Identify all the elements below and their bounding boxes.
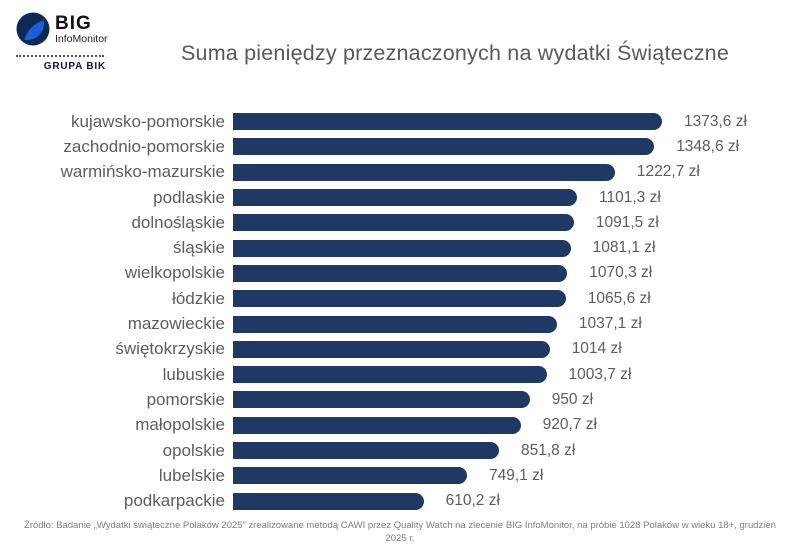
chart-title: Suma pieniędzy przeznaczonych na wydatki…: [181, 41, 729, 65]
value-label: 1081,1 zł: [592, 239, 656, 257]
bar: [233, 416, 521, 434]
bar-area: 851,8 zł: [233, 442, 800, 459]
value-label: 1070,3 zł: [589, 264, 653, 282]
chart-row: podkarpackie 610,2 zł: [0, 488, 800, 513]
bar-area: 1373,6 zł: [233, 112, 800, 131]
value-label: 1101,3 zł: [599, 188, 661, 206]
chart-row: kujawsko-pomorskie 1373,6 zł: [0, 109, 800, 134]
value-label: 1037,1 zł: [578, 315, 642, 333]
chart-row: mazowieckie 1037,1 zł: [0, 311, 800, 336]
category-label: mazowieckie: [127, 314, 225, 334]
category-label: warmińsko-mazurskie: [60, 162, 225, 182]
value-label: 1014 zł: [571, 340, 622, 358]
bar: [233, 239, 571, 257]
chart-row: wielkopolskie 1070,3 zł: [0, 261, 800, 286]
bar: [233, 340, 550, 358]
bar: [233, 290, 566, 308]
chart-row: świętokrzyskie 1014 zł: [0, 337, 800, 362]
chart-row: lubelskie 749,1 zł: [0, 463, 800, 488]
chart-row: warmińsko-mazurskie 1222,7 zł: [0, 160, 800, 185]
category-label: łódzkie: [172, 288, 225, 308]
bar-area: 1003,7 zł: [233, 365, 800, 384]
value-label: 749,1 zł: [489, 466, 544, 484]
bar-area: 1037,1 zł: [233, 315, 800, 333]
category-label: lubuskie: [162, 364, 225, 384]
logo-top: BIG InfoMonitor: [16, 12, 116, 46]
category-label: małopolskie: [135, 415, 225, 435]
value-label: 610,2 zł: [445, 492, 500, 510]
bar-area: 610,2 zł: [233, 492, 800, 510]
bar-area: 1091,5 zł: [233, 213, 800, 232]
chart-row: łódzkie 1065,6 zł: [0, 286, 800, 311]
bar-area: 950 zł: [233, 390, 800, 409]
value-label: 950 zł: [551, 390, 594, 408]
chart-row: śląskie 1081,1 zł: [0, 235, 800, 260]
bar-area: 1081,1 zł: [233, 239, 800, 257]
bar-area: 1065,6 zł: [233, 289, 800, 308]
category-label: podlaskie: [153, 187, 225, 207]
bar-area: 1070,3 zł: [233, 264, 800, 282]
chart-row: pomorskie 950 zł: [0, 387, 800, 412]
big-infomonitor-logo: BIG InfoMonitor GRUPA BIK: [16, 12, 116, 72]
bar: [233, 366, 547, 384]
bar: [233, 138, 655, 156]
logo-big-text: BIG: [55, 13, 92, 34]
logo-infomonitor-text: InfoMonitor: [55, 33, 108, 45]
category-label: śląskie: [173, 238, 225, 258]
category-label: dolnośląskie: [131, 212, 225, 232]
bar: [233, 113, 662, 131]
value-label: 920,7 zł: [542, 416, 597, 434]
bar-area: 749,1 zł: [233, 466, 800, 485]
category-label: wielkopolskie: [124, 263, 225, 283]
bar: [233, 442, 499, 459]
chart-row: małopolskie 920,7 zł: [0, 413, 800, 438]
logo-sphere-icon: [16, 12, 50, 46]
source-note: Źródło: Badanie „Wydatki świąteczne Pola…: [24, 520, 776, 544]
bar-area: 1348,6 zł: [233, 137, 800, 156]
value-label: 1065,6 zł: [587, 289, 651, 307]
bar: [233, 189, 577, 207]
bar: [233, 391, 530, 409]
header: BIG InfoMonitor GRUPA BIK Suma pieniędzy…: [0, 0, 800, 100]
value-label: 1091,5 zł: [595, 213, 659, 231]
logo-dotted-divider: [16, 55, 104, 57]
category-label: podkarpackie: [123, 491, 225, 511]
bar-area: 1014 zł: [233, 340, 800, 358]
value-label: 1373,6 zł: [684, 112, 747, 130]
bar: [233, 214, 574, 232]
value-label: 1222,7 zł: [636, 163, 700, 181]
footer: Źródło: Badanie „Wydatki świąteczne Pola…: [0, 519, 800, 545]
category-label: kujawsko-pomorskie: [71, 111, 225, 131]
bar: [233, 467, 467, 485]
category-label: zachodnio-pomorskie: [63, 136, 225, 156]
value-label: 851,8 zł: [521, 441, 576, 459]
category-label: świętokrzyskie: [115, 339, 225, 359]
bar-area: 920,7 zł: [233, 416, 800, 434]
logo-names: BIG InfoMonitor: [55, 12, 108, 45]
bar: [233, 315, 557, 333]
value-label: 1348,6 zł: [676, 137, 740, 155]
logo-grupa-bik-text: GRUPA BIK: [43, 61, 106, 72]
bar: [233, 264, 568, 282]
bar-area: 1101,3 zł: [233, 188, 800, 207]
bar: [233, 163, 615, 181]
category-label: pomorskie: [146, 389, 225, 409]
chart-row: zachodnio-pomorskie 1348,6 zł: [0, 134, 800, 159]
chart-row: opolskie 851,8 zł: [0, 438, 800, 463]
value-label: 1003,7 zł: [568, 365, 632, 383]
chart-row: dolnośląskie 1091,5 zł: [0, 210, 800, 235]
chart-row: lubuskie 1003,7 zł: [0, 362, 800, 387]
category-label: opolskie: [162, 440, 225, 460]
bar-chart: kujawsko-pomorskie 1373,6 zł zachodnio-p…: [0, 109, 800, 514]
bar: [233, 492, 424, 510]
category-label: lubelskie: [158, 465, 225, 485]
bar-area: 1222,7 zł: [233, 163, 800, 181]
chart-row: podlaskie 1101,3 zł: [0, 185, 800, 210]
